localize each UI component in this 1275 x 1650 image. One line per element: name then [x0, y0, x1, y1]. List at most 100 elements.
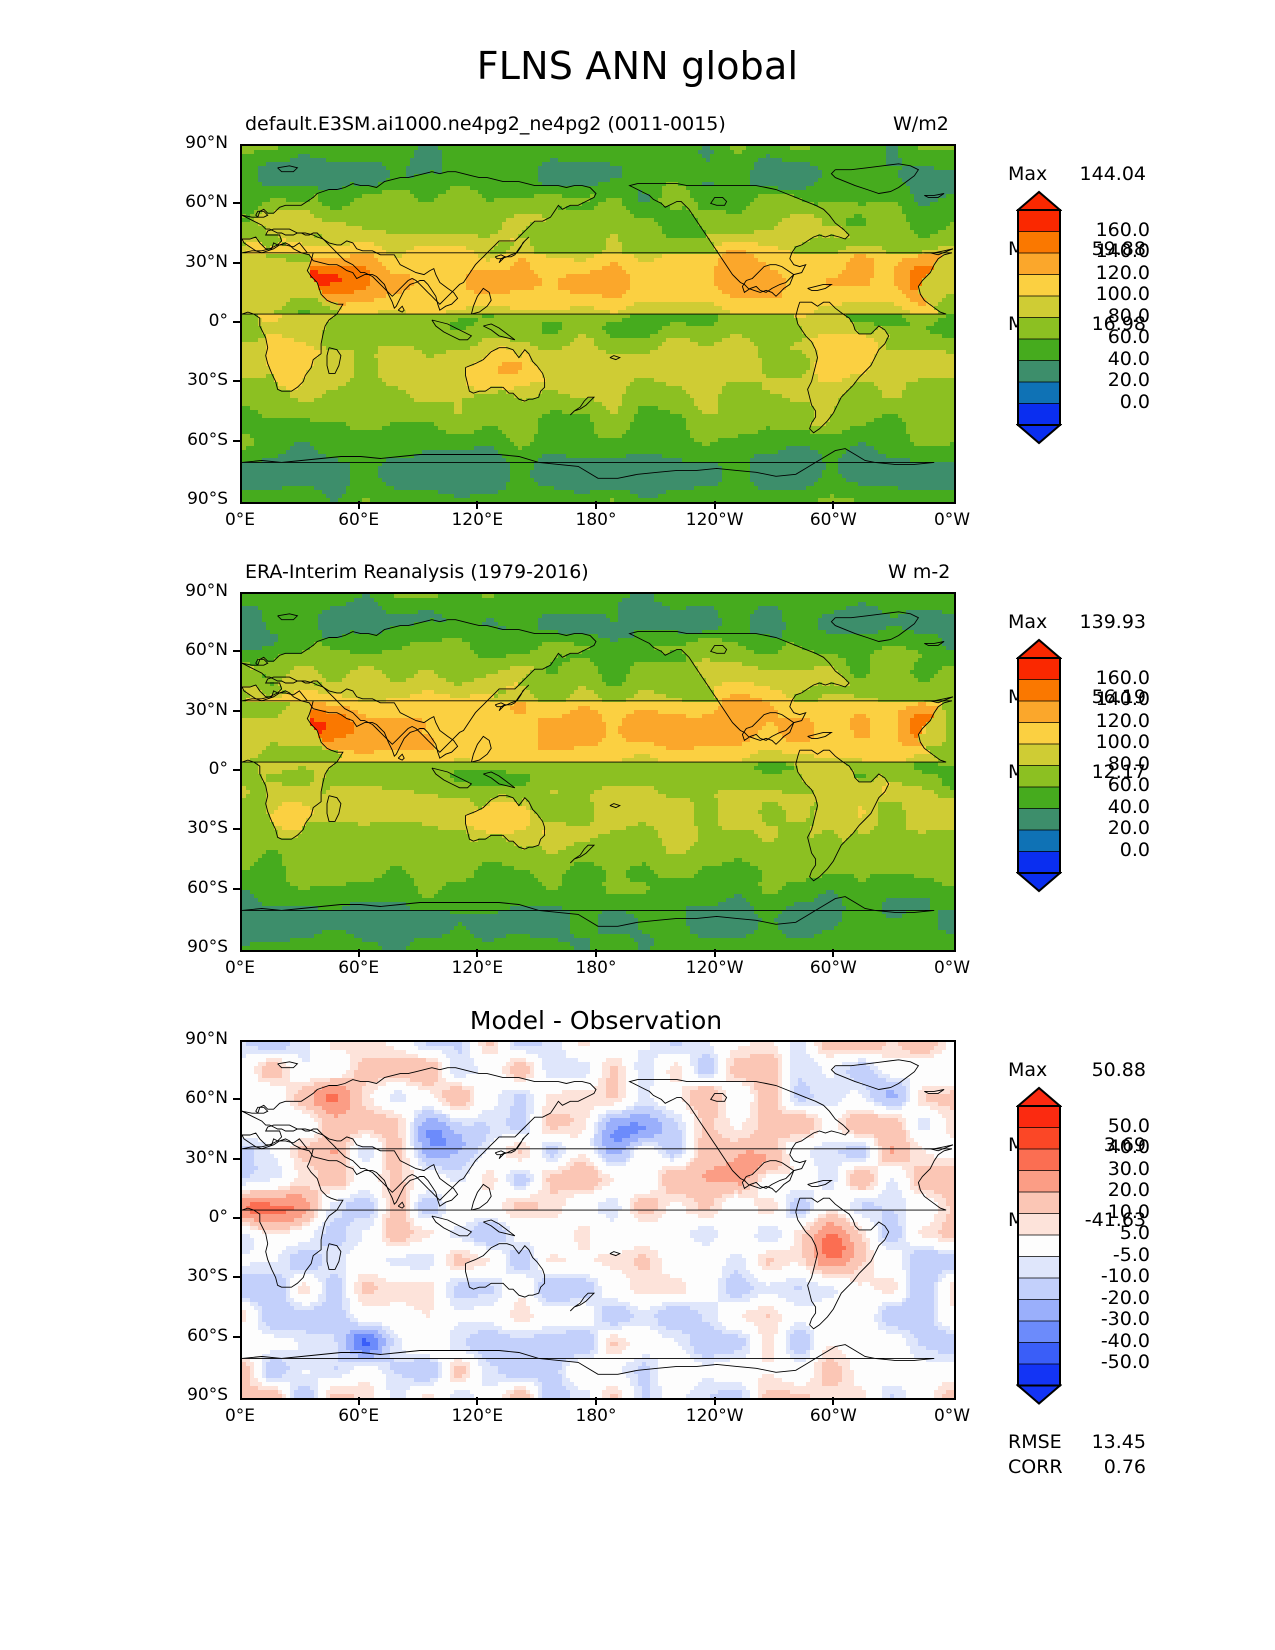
colorbar-tick-label: 20.0 — [1107, 817, 1150, 839]
contour-field — [242, 1042, 954, 1398]
y-axis-tick-label: 60°S — [187, 1325, 228, 1346]
y-axis-tick-mark — [233, 650, 241, 653]
colorbar-tick-label: 50.0 — [1107, 1114, 1150, 1137]
y-axis-tick-label: 30°N — [185, 251, 228, 272]
colorbar-tick-label: 140.0 — [1095, 688, 1150, 710]
figure-title: FLNS ANN global — [476, 44, 799, 88]
y-axis-tick-mark — [233, 1276, 241, 1279]
x-axis-tick-mark — [595, 501, 597, 509]
colorbar-tick-label: -50.0 — [1100, 1351, 1150, 1373]
y-axis-tick-label: 90°N — [185, 133, 228, 153]
stat-label: Max — [1008, 163, 1048, 185]
map-model[interactable] — [240, 144, 956, 504]
x-axis-tick-mark — [357, 501, 360, 509]
y-axis-tick-mark — [233, 1335, 241, 1338]
colorbar-tick-label: 0.0 — [1119, 390, 1150, 413]
x-axis-tick-mark — [713, 949, 716, 957]
colorbar-swatches — [1015, 190, 1063, 445]
colorbar-tick-label: 100.0 — [1095, 731, 1150, 753]
x-axis-tick-mark — [476, 949, 479, 957]
colorbar-observation[interactable]: 160.0 140.0 120.0 100.0 80.0 60.0 40.0 20.0 0.0 — [1015, 638, 1150, 897]
panel-model-header: default.E3SM.ai1000.ne4pg2_ne4pg2 (0011-… — [245, 113, 726, 135]
colorbar-tick-label: 160.0 — [1095, 218, 1150, 241]
y-axis-tick-label: 90°S — [187, 937, 228, 957]
panel-model-units: W/m2 — [893, 113, 949, 135]
colorbar-model[interactable]: 160.0 140.0 120.0 100.0 80.0 60.0 40.0 20.0 0.0 — [1015, 190, 1150, 449]
colorbar-difference[interactable]: 50.0 40.0 30.0 20.0 10.0 5.0 -5.0 -10.0 -20.0 -30… — [1015, 1086, 1150, 1410]
contour-field — [242, 146, 954, 502]
stat-label: Max — [1008, 1059, 1048, 1081]
x-axis-tick-mark — [832, 1397, 835, 1405]
colorbar-tick-label: 0.0 — [1119, 838, 1150, 861]
y-axis-tick-label: 60°S — [187, 429, 228, 450]
y-axis-tick-label: 0° — [208, 759, 228, 779]
stat-value: 59.88 — [1091, 238, 1146, 260]
y-axis-tick-mark — [233, 1217, 241, 1219]
x-axis-tick-mark — [595, 1397, 597, 1405]
panel-observation-units: W m-2 — [888, 561, 951, 583]
stat-value: 56.19 — [1091, 686, 1146, 708]
map-observation[interactable] — [240, 592, 956, 952]
colorbar-tick-label: 20.0 — [1107, 369, 1150, 391]
x-axis-tick-label: 120°E — [451, 1406, 504, 1426]
x-axis-tick-label: 60°E — [338, 1406, 380, 1426]
colorbar-tick-label: 100.0 — [1095, 283, 1150, 305]
coastlines — [242, 611, 954, 927]
score-label: RMSE — [1008, 1431, 1062, 1453]
colorbar-tick-label: 30.0 — [1107, 1157, 1150, 1180]
y-axis-tick-mark — [233, 202, 241, 205]
score-label: CORR — [1008, 1456, 1063, 1478]
x-axis-tick-label: 120°W — [685, 958, 744, 978]
colorbar-tick-label: 140.0 — [1095, 240, 1150, 262]
x-axis-tick-label: 60°W — [809, 510, 857, 530]
x-axis-tick-label: 60°E — [338, 510, 380, 530]
y-axis-tick-label: 0° — [208, 1207, 228, 1227]
stat-value: 144.04 — [1079, 163, 1146, 185]
colorbar-swatches — [1015, 1086, 1063, 1405]
stat-value: 16.98 — [1091, 313, 1146, 335]
x-axis-tick-mark — [476, 501, 479, 509]
colorbar-tick-label: 40.0 — [1107, 1136, 1150, 1158]
y-axis-tick-mark — [233, 769, 241, 771]
y-axis-tick-label: 30°S — [187, 370, 228, 391]
colorbar-tick-label: 120.0 — [1095, 709, 1150, 732]
x-axis-tick-label: 0°E — [224, 510, 256, 530]
panel-observation-header: ERA-Interim Reanalysis (1979-2016) — [245, 561, 589, 583]
x-axis-tick-label: 120°E — [451, 510, 504, 530]
x-axis-tick-mark — [357, 949, 360, 957]
x-axis-tick-label: 60°E — [338, 958, 380, 978]
y-axis-tick-mark — [233, 1098, 241, 1101]
x-axis-tick-label: 0°E — [224, 1406, 256, 1426]
y-axis-tick-label: 30°N — [185, 699, 228, 720]
colorbar-tick-label: 40.0 — [1107, 795, 1150, 818]
stat-value: 12.17 — [1091, 761, 1146, 783]
x-axis-tick-label: 120°E — [451, 958, 504, 978]
colorbar-tick-label: 120.0 — [1095, 261, 1150, 284]
x-axis-tick-label: 0°W — [933, 958, 971, 978]
x-axis-tick-label: 120°W — [685, 510, 744, 530]
stat-value: 50.88 — [1091, 1059, 1146, 1081]
y-axis-tick-label: 60°N — [185, 192, 228, 213]
y-axis-tick-label: 60°N — [185, 1088, 228, 1109]
colorbar-tick-label: 20.0 — [1107, 1179, 1150, 1201]
map-difference[interactable] — [240, 1040, 956, 1400]
y-axis-tick-mark — [233, 887, 241, 890]
x-axis-tick-mark — [713, 501, 716, 509]
y-axis-tick-mark — [233, 439, 241, 442]
colorbar-tick-label: -20.0 — [1100, 1286, 1150, 1309]
colorbar-tick-label: 40.0 — [1107, 347, 1150, 370]
colorbar-tick-label: 60.0 — [1107, 326, 1150, 348]
colorbar-tick-label: -5.0 — [1112, 1243, 1150, 1266]
x-axis-tick-label: 120°W — [685, 1406, 744, 1426]
y-axis-tick-label: 90°N — [185, 1029, 228, 1049]
y-axis-tick-mark — [233, 380, 241, 383]
colorbar-tick-label: 10.0 — [1107, 1200, 1150, 1223]
coastlines — [242, 1059, 954, 1375]
colorbar-tick-label: -40.0 — [1100, 1329, 1150, 1352]
x-axis-tick-label: 0°W — [933, 1406, 971, 1426]
x-axis-tick-mark — [357, 1397, 360, 1405]
y-axis-tick-label: 90°N — [185, 581, 228, 601]
y-axis-tick-label: 0° — [208, 311, 228, 331]
y-axis-tick-label: 90°S — [187, 1385, 228, 1405]
